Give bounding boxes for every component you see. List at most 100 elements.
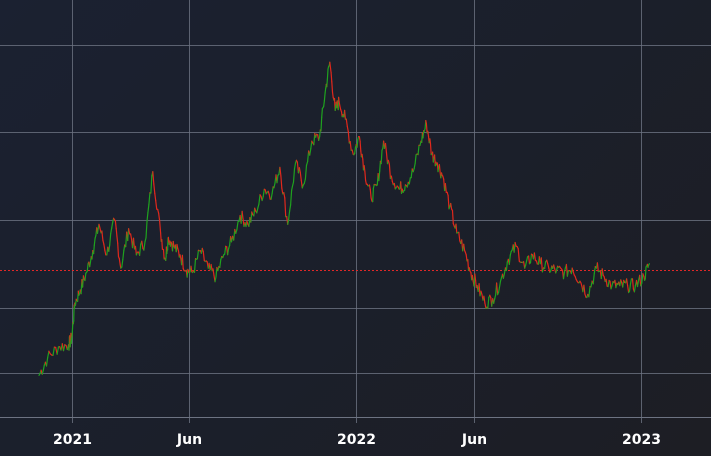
series-segment (150, 175, 153, 194)
series-segment (502, 273, 505, 279)
series-segment (101, 230, 104, 241)
series-segment (508, 254, 511, 265)
series-segment (331, 91, 334, 99)
series-segment (329, 67, 332, 74)
series-segment (179, 254, 182, 260)
series-segment (480, 290, 483, 296)
series-segment (417, 144, 420, 156)
series-segment (563, 267, 567, 274)
series-segment (410, 168, 413, 179)
series-segment (118, 257, 121, 265)
series-segment (458, 231, 461, 242)
series-segment (84, 272, 87, 282)
series-segment (256, 207, 259, 214)
series-segment (427, 130, 430, 137)
series-segment (487, 296, 490, 309)
series-segment (601, 268, 604, 276)
series-segment (484, 302, 487, 309)
series-segment (432, 157, 435, 163)
series-segment (393, 182, 396, 190)
series-segment (153, 183, 156, 195)
series-segment (625, 278, 629, 287)
series-segment (162, 249, 165, 260)
series-segment (566, 270, 569, 277)
series-segment (648, 263, 651, 266)
series-segment (281, 187, 284, 195)
series-segment (92, 244, 95, 255)
series-segment (474, 273, 477, 282)
series-segment (289, 204, 292, 212)
series-segment (471, 274, 474, 282)
series-segment (215, 266, 218, 278)
series-segment (349, 141, 352, 151)
series-segment (114, 220, 117, 230)
series-segment (378, 170, 381, 182)
series-segment (496, 282, 499, 296)
series-segment (372, 187, 374, 203)
series-segment (326, 78, 328, 88)
series-segment (339, 105, 342, 111)
series-segment (144, 237, 147, 243)
series-segment (42, 364, 45, 371)
series-segment (86, 262, 89, 272)
series-segment (291, 181, 295, 187)
series-segment (330, 72, 333, 83)
series-segment (128, 228, 131, 235)
series-segment (626, 285, 630, 294)
series-segment (514, 241, 517, 247)
series-segment (541, 267, 545, 273)
series-segment (499, 277, 503, 282)
series-segment (45, 357, 49, 367)
series-segment (172, 240, 175, 247)
series-segment (571, 267, 574, 273)
series-segment (629, 278, 633, 285)
series-segment (533, 252, 537, 262)
series-segment (323, 100, 325, 107)
series-segment (338, 96, 340, 103)
series-segment (141, 240, 144, 249)
series-segment (293, 162, 297, 170)
series-segment (346, 125, 349, 133)
series-segment (379, 160, 381, 172)
series-segment (214, 276, 217, 283)
series-segment (359, 140, 362, 152)
series-segment (46, 350, 50, 359)
series-segment (202, 251, 205, 262)
series-segment (108, 244, 111, 252)
x-tick-label-2: 2022 (337, 432, 376, 448)
series-segment (110, 227, 113, 235)
series-segment (631, 278, 635, 290)
series-segment (210, 263, 213, 272)
series-segment (299, 171, 302, 182)
series-segment (387, 159, 390, 165)
series-segment (305, 161, 309, 166)
series-segment (494, 294, 497, 300)
series-segment (258, 194, 261, 205)
series-segment (292, 168, 296, 183)
series-segment (307, 150, 310, 163)
series-segment (116, 235, 119, 244)
series-segment (414, 154, 417, 165)
series-segment (298, 167, 301, 173)
series-segment (493, 298, 496, 304)
series-segment (319, 129, 321, 138)
series-segment (193, 258, 197, 273)
series-segment (157, 208, 160, 214)
series-segment (344, 109, 346, 120)
series-segment (622, 279, 625, 288)
series-segment (444, 183, 447, 193)
series-segment (104, 250, 107, 256)
series-segment (354, 146, 357, 154)
series-segment (96, 227, 99, 234)
series-segment (111, 221, 114, 229)
series-segment (176, 243, 179, 250)
series-segment (103, 243, 106, 252)
series-segment (130, 233, 133, 240)
series-segment (270, 193, 273, 200)
series-segment (283, 192, 286, 199)
series-segment (250, 211, 253, 223)
series-segment (132, 237, 136, 250)
series-segment (219, 259, 222, 268)
series-segment (338, 100, 341, 107)
